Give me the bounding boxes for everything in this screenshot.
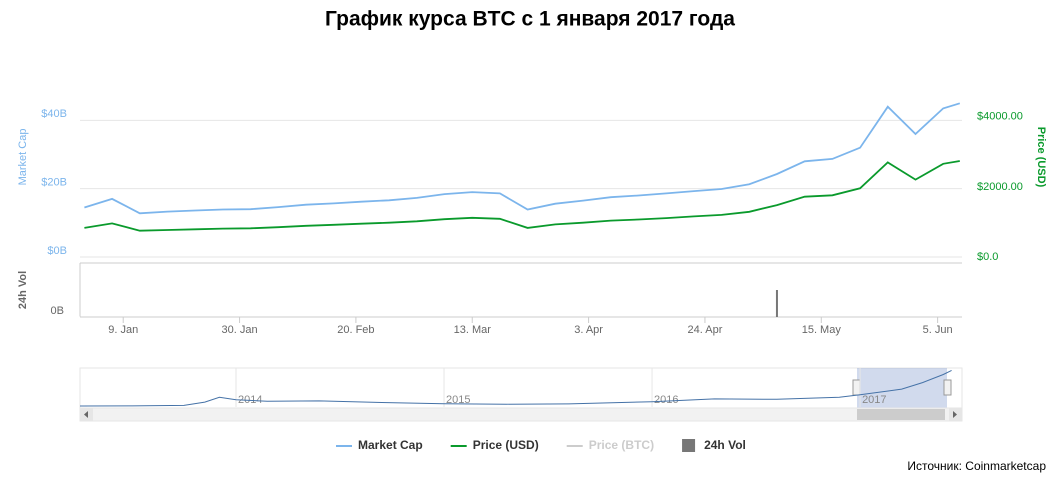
vol-tick-label: 0B xyxy=(51,305,64,317)
series-line xyxy=(84,160,960,232)
legend-item[interactable]: 24h Vol xyxy=(704,438,746,452)
x-tick-label: 5. Jun xyxy=(923,324,953,336)
y2-tick-label: $4000.00 xyxy=(977,111,1023,123)
navigator-tick-label: 2016 xyxy=(654,394,678,406)
x-tick-label: 9. Jan xyxy=(108,324,138,336)
y-tick-label: $40B xyxy=(41,108,67,120)
y2-axis-title: Price (USD) xyxy=(1035,127,1047,188)
legend: Market Cap Price (USD) Price (BTC) 24h Vol xyxy=(336,438,746,452)
x-tick-label: 13. Mar xyxy=(454,324,492,336)
legend-item[interactable]: Market Cap xyxy=(358,438,423,452)
navigator-tick-label: 2014 xyxy=(238,394,262,406)
y-axis-title: Market Cap xyxy=(17,129,29,186)
scrollbar-track[interactable] xyxy=(79,407,963,422)
legend-item[interactable]: Price (USD) xyxy=(473,438,539,452)
scroll-right-arrow xyxy=(953,411,957,418)
navigator-tick-label: 2015 xyxy=(446,394,470,406)
x-tick-label: 30. Jan xyxy=(222,324,258,336)
source: Источник: Coinmarketcap xyxy=(907,459,1046,473)
chart-title: График курса BTC с 1 января 2017 года xyxy=(325,8,735,31)
y-tick-label: $0B xyxy=(47,245,67,257)
y2-tick-label: $2000.00 xyxy=(977,181,1023,193)
navigator-tick-label: 2017 xyxy=(862,394,886,406)
navigator-handle[interactable] xyxy=(852,379,861,396)
x-tick-label: 24. Apr xyxy=(688,324,723,336)
scrollbar-thumb[interactable] xyxy=(857,409,945,420)
series-line xyxy=(84,102,961,215)
legend-symbol xyxy=(682,439,696,452)
volume-bar xyxy=(775,290,778,317)
navigator-panel xyxy=(79,367,963,409)
navigator-line xyxy=(79,369,952,407)
navigator-selection[interactable] xyxy=(857,368,947,408)
navigator-handle[interactable] xyxy=(943,379,952,396)
y-tick-label: $20B xyxy=(41,177,67,189)
y2-tick-label: $0.0 xyxy=(977,251,998,263)
scroll-left-arrow xyxy=(84,411,88,418)
vol-axis-title: 24h Vol xyxy=(17,271,29,309)
legend-item[interactable]: Price (BTC) xyxy=(589,438,654,452)
x-tick-label: 15. May xyxy=(802,324,842,336)
x-tick-label: 20. Feb xyxy=(337,324,374,336)
x-tick-label: 3. Apr xyxy=(574,324,603,336)
